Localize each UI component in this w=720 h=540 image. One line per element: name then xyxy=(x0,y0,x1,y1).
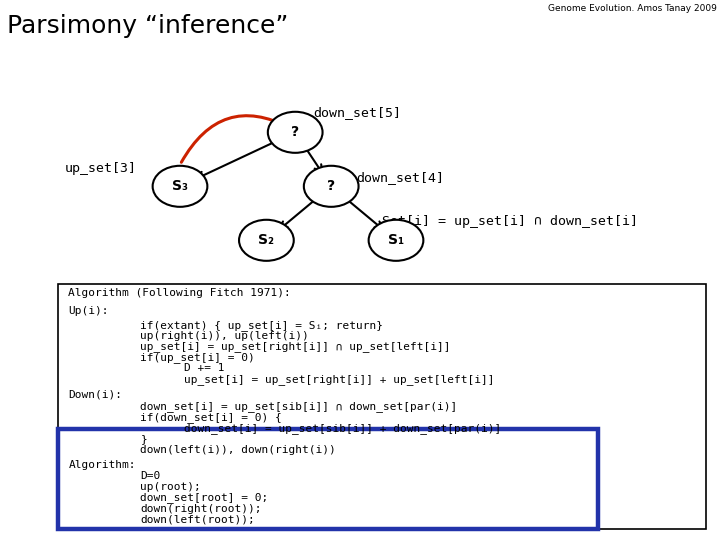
Text: up_set[i] = up_set[right[i]] + up_set[left[i]]: up_set[i] = up_set[right[i]] + up_set[le… xyxy=(184,374,494,384)
Circle shape xyxy=(239,220,294,261)
Text: if(up_set[i] = 0): if(up_set[i] = 0) xyxy=(140,352,255,363)
Text: down(left(root));: down(left(root)); xyxy=(140,515,255,524)
Text: Algorithm (Following Fitch 1971):: Algorithm (Following Fitch 1971): xyxy=(68,288,291,298)
Bar xyxy=(58,429,598,529)
Text: up(root);: up(root); xyxy=(140,482,201,492)
Text: down_set[5]: down_set[5] xyxy=(313,106,401,119)
Text: Up(i):: Up(i): xyxy=(68,306,109,315)
Text: up(right(i)), up(left(i)): up(right(i)), up(left(i)) xyxy=(140,331,309,341)
Bar xyxy=(58,284,706,529)
Text: Parsimony “inference”: Parsimony “inference” xyxy=(7,14,289,37)
Text: down_set[i] = up_set[sib[i]] ∩ down_set[par(i)]: down_set[i] = up_set[sib[i]] ∩ down_set[… xyxy=(140,401,458,412)
Text: if(extant) { up_set[i] = Sᵢ; return}: if(extant) { up_set[i] = Sᵢ; return} xyxy=(140,320,383,330)
FancyArrowPatch shape xyxy=(181,116,289,162)
Text: down(left(i)), down(right(i)): down(left(i)), down(right(i)) xyxy=(140,445,336,455)
Text: }: } xyxy=(140,434,147,444)
Text: S₃: S₃ xyxy=(172,179,188,193)
Text: down_set[i] = up_set[sib[i]] + down_set[par(i)]: down_set[i] = up_set[sib[i]] + down_set[… xyxy=(184,423,501,434)
Text: down_set[4]: down_set[4] xyxy=(356,171,444,184)
Text: up_set[3]: up_set[3] xyxy=(65,162,137,175)
Text: D += 1: D += 1 xyxy=(184,363,224,373)
Text: up_set[i] = up_set[right[i]] ∩ up_set[left[i]]: up_set[i] = up_set[right[i]] ∩ up_set[le… xyxy=(140,341,451,352)
Text: if(down_set[i] = 0) {: if(down_set[i] = 0) { xyxy=(140,412,282,423)
Circle shape xyxy=(153,166,207,207)
Text: ?: ? xyxy=(327,179,336,193)
Circle shape xyxy=(268,112,323,153)
Circle shape xyxy=(304,166,359,207)
Text: Algorithm:: Algorithm: xyxy=(68,461,136,470)
Text: S₁: S₁ xyxy=(388,233,404,247)
Text: ?: ? xyxy=(291,125,300,139)
Circle shape xyxy=(369,220,423,261)
Text: Set[i] = up_set[i] ∩ down_set[i]: Set[i] = up_set[i] ∩ down_set[i] xyxy=(382,215,638,228)
Text: down(right(root));: down(right(root)); xyxy=(140,504,262,514)
Text: S₂: S₂ xyxy=(258,233,274,247)
Text: down_set[root] = 0;: down_set[root] = 0; xyxy=(140,492,269,503)
Text: Genome Evolution. Amos Tanay 2009: Genome Evolution. Amos Tanay 2009 xyxy=(547,4,716,13)
Text: D=0: D=0 xyxy=(140,471,161,481)
Text: Down(i):: Down(i): xyxy=(68,389,122,399)
